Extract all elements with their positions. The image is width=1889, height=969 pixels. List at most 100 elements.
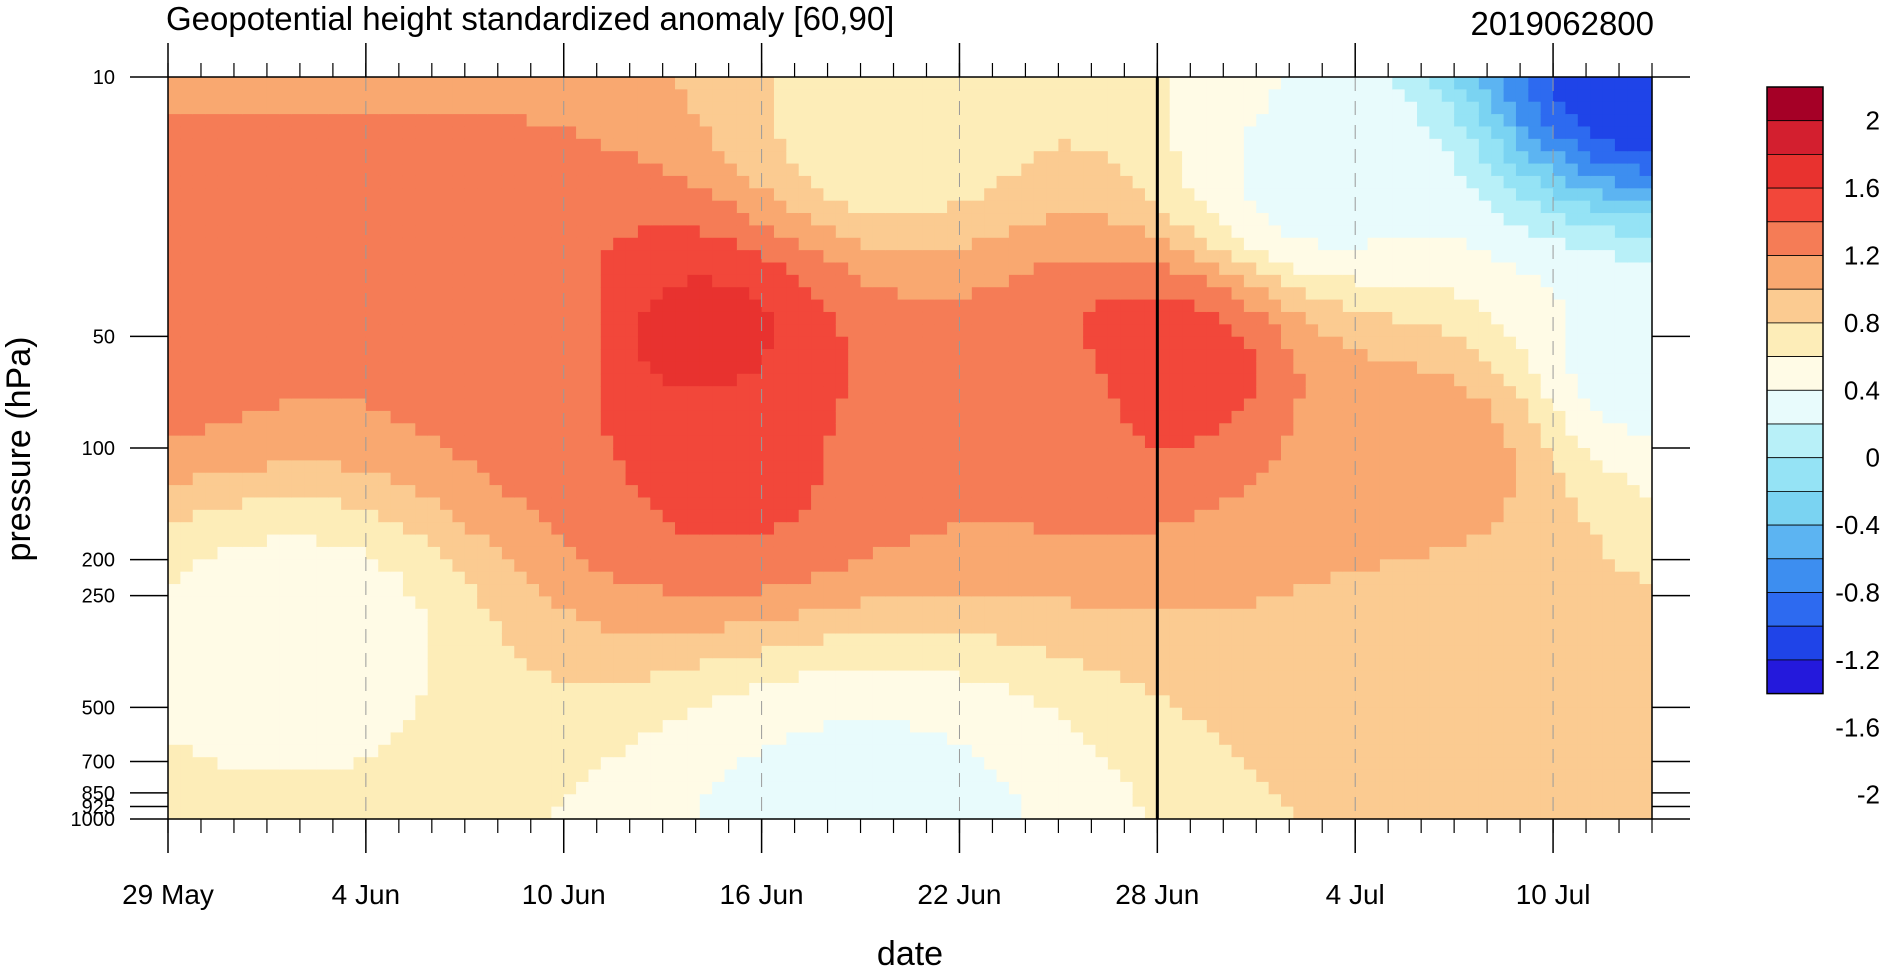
field-cell [934, 769, 948, 783]
field-cell [712, 633, 726, 647]
field-cell [1083, 621, 1097, 635]
field-cell [1132, 596, 1146, 610]
field-cell [687, 633, 701, 647]
field-cell [613, 472, 627, 486]
field-cell [712, 311, 726, 325]
field-cell [1070, 732, 1084, 746]
field-cell [489, 633, 503, 647]
field-cell [316, 472, 330, 486]
field-cell [526, 126, 540, 140]
field-cell [811, 559, 825, 573]
field-cell [576, 274, 590, 288]
field-cell [464, 769, 478, 783]
field-cell [736, 534, 750, 548]
field-cell [452, 410, 466, 424]
field-cell [749, 262, 763, 276]
field-cell [1046, 509, 1059, 523]
field-cell [910, 435, 923, 449]
field-cell [242, 546, 256, 560]
field-cell [1070, 299, 1084, 313]
field-cell [613, 386, 627, 400]
field-cell [959, 250, 973, 264]
field-cell [1120, 695, 1134, 709]
field-cell [662, 262, 676, 276]
field-cell [959, 522, 973, 536]
field-cell [464, 175, 478, 189]
field-cell [1132, 509, 1146, 523]
field-cell [353, 163, 367, 177]
field-cell [242, 794, 256, 808]
field-cell [897, 720, 911, 734]
field-cell [786, 658, 800, 672]
field-cell [229, 695, 243, 709]
field-cell [180, 250, 194, 264]
field-cell [402, 670, 416, 684]
field-cell [947, 720, 961, 734]
field-cell [1132, 200, 1146, 214]
field-cell [378, 200, 392, 214]
field-cell [662, 621, 676, 635]
field-cell [217, 546, 231, 560]
field-cell [897, 410, 911, 424]
field-cell [266, 448, 280, 461]
field-cell [662, 114, 676, 128]
field-cell [1070, 806, 1084, 820]
field-cell [551, 670, 565, 684]
field-cell [1157, 262, 1171, 276]
field-cell [1144, 460, 1158, 474]
field-cell [996, 213, 1010, 226]
field-cell [823, 509, 837, 523]
field-cell [1107, 757, 1121, 771]
field-cell [699, 744, 713, 758]
field-cell [996, 707, 1010, 721]
field-cell [576, 262, 590, 276]
field-cell [662, 645, 676, 659]
field-cell [798, 584, 812, 597]
field-cell [872, 794, 886, 808]
field-cell [984, 497, 998, 511]
field-cell [860, 410, 874, 424]
field-cell [959, 608, 973, 622]
field-cell [613, 621, 627, 635]
field-cell [1107, 386, 1121, 400]
field-cell [860, 237, 874, 251]
field-cell [712, 225, 726, 239]
field-cell [291, 546, 305, 560]
field-cell [699, 559, 713, 573]
field-cell [440, 250, 454, 264]
field-cell [1008, 522, 1022, 536]
field-cell [687, 163, 701, 177]
field-cell [613, 77, 627, 90]
field-cell [984, 324, 998, 338]
field-cell [539, 608, 552, 622]
field-cell [501, 720, 515, 734]
field-cell [365, 546, 379, 560]
field-cell [699, 509, 713, 523]
field-cell [464, 89, 478, 103]
field-cell [947, 448, 961, 461]
field-cell [205, 769, 219, 783]
field-cell [526, 410, 540, 424]
field-cell [180, 386, 194, 400]
field-cell [365, 151, 379, 165]
field-cell [205, 299, 219, 313]
field-cell [860, 794, 874, 808]
field-cell [910, 225, 923, 239]
field-cell [192, 386, 206, 400]
field-cell [749, 101, 763, 115]
field-cell [1021, 448, 1035, 461]
field-cell [675, 584, 688, 597]
field-cell [1033, 707, 1047, 721]
field-cell [588, 274, 602, 288]
field-cell [452, 720, 466, 734]
field-cell [1107, 200, 1121, 214]
field-cell [724, 126, 738, 140]
field-cell [798, 448, 812, 461]
field-cell [996, 299, 1010, 313]
field-cell [835, 287, 849, 301]
field-cell [514, 509, 528, 523]
field-cell [365, 670, 379, 684]
field-cell [365, 633, 379, 647]
field-cell [304, 485, 317, 499]
field-cell [526, 769, 540, 783]
